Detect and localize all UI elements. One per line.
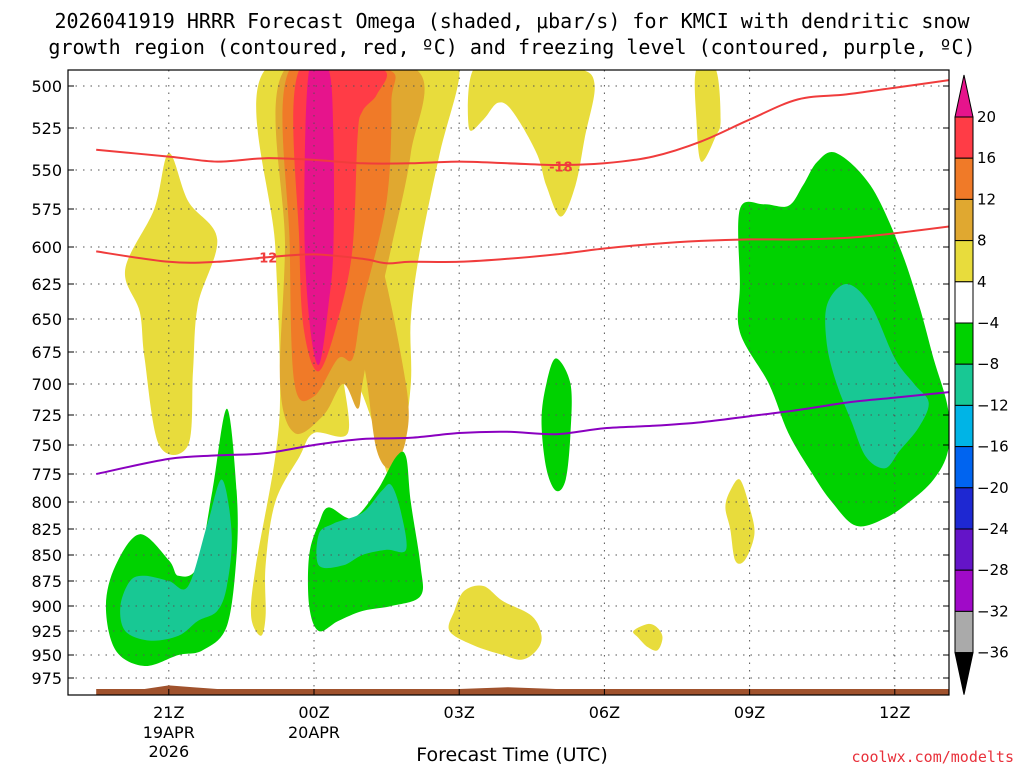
omega-region-0 [124,153,218,456]
colorbar-label: −20 [977,479,1009,497]
contour-label: -12 [254,251,278,266]
y-tick-label: 775 [31,465,62,484]
colorbar-top-arrow [954,74,974,118]
colorbar-label: 12 [977,190,996,208]
title-line-2: growth region (contoured, red, ºC) and f… [48,35,976,59]
omega-shading [105,70,949,667]
omega-region-17 [448,585,542,660]
omega-region-13 [825,284,929,469]
colorbar-swatch [954,363,974,406]
omega-region-18 [633,623,663,651]
y-tick-label: 550 [31,161,62,180]
omega-region-6 [304,70,334,365]
colorbar-swatch [954,240,974,283]
y-tick-label: 525 [31,119,62,138]
omega-region-10 [316,483,407,569]
x-tick-label: 00Z [298,703,329,722]
contour-label: -18 [549,161,573,176]
x-tick-year: 2026 [148,742,189,761]
contour-line-0 [96,79,949,167]
contour-line-2 [95,391,949,475]
omega-region-14 [467,70,595,217]
colorbar-swatch [954,198,974,242]
y-tick-label: 750 [31,436,62,455]
colorbar-label: −36 [977,644,1009,662]
title-line-1: 2026041919 HRRR Forecast Omega (shaded, … [54,9,970,33]
x-tick-label: 06Z [589,703,620,722]
colorbar-swatch [954,404,974,448]
credit-text: coolwx.com/modelts [851,748,1014,766]
y-tick-label: 725 [31,406,62,425]
omega-region-16 [725,479,755,564]
x-axis-label: Forecast Time (UTC) [416,744,608,766]
colorbar-label: −16 [977,438,1009,456]
y-axis: 500 525 550 575 600 625 650 675 700 725 750 775 800 8… [31,77,949,688]
surface-ground [96,685,949,695]
colorbar-label: 4 [977,273,987,291]
y-tick-label: 875 [31,572,62,591]
y-tick-label: 625 [31,275,62,294]
colorbar-swatch [954,487,974,530]
y-tick-label: 700 [31,375,62,394]
y-tick-label: 500 [31,77,62,96]
colorbar-swatch [954,281,974,324]
y-tick-label: 975 [31,669,62,688]
colorbar-label: −24 [977,520,1009,538]
contour-line-1 [96,225,949,265]
x-tick-label: 21Z [153,703,184,722]
y-tick-label: 675 [31,343,62,362]
y-tick-label: 800 [31,493,62,512]
colorbar-label: −8 [977,355,999,373]
y-tick-label: 900 [31,597,62,616]
plot-frame [67,69,950,696]
colorbar-swatch [954,446,974,489]
colorbar-label: 20 [977,108,996,126]
x-tick-label: 12Z [879,703,910,722]
colorbar-label: −12 [977,396,1009,414]
x-tick-date: 19APR [143,723,195,742]
y-tick-label: 950 [31,646,62,665]
x-tick-date: 20APR [288,723,340,742]
surface-band [96,685,949,695]
colorbar-swatch [954,569,974,612]
y-tick-label: 825 [31,520,62,539]
chart-title: 2026041919 HRRR Forecast Omega (shaded, … [0,8,1024,60]
colorbar-label: −4 [977,314,999,332]
colorbar-label: −28 [977,561,1009,579]
colorbar-swatch [954,610,974,654]
omega-region-3 [355,233,409,469]
omega-region-15 [694,70,721,162]
x-tick-label: 03Z [444,703,475,722]
colorbar-label: 16 [977,149,996,167]
colorbar-bottom-arrow [954,652,974,695]
y-tick-label: 925 [31,622,62,641]
colorbar-swatch [954,157,974,200]
colorbar: 20 16 12 8 4 −4 −8 −12 −16 −20 −24 −28 −32 −36 [954,74,1009,695]
colorbar-label: 8 [977,232,987,250]
colorbar-swatch [954,528,974,571]
colorbar-label: −32 [977,602,1009,620]
y-tick-label: 600 [31,238,62,257]
y-tick-label: 650 [31,310,62,329]
temperature-contours: -18 -12 [95,79,949,475]
colorbar-swatch [954,322,974,365]
y-tick-label: 850 [31,546,62,565]
y-tick-label: 575 [31,200,62,219]
colorbar-swatch [954,116,974,159]
omega-region-8 [120,479,232,641]
omega-region-11 [541,358,572,492]
x-tick-label: 09Z [734,703,765,722]
